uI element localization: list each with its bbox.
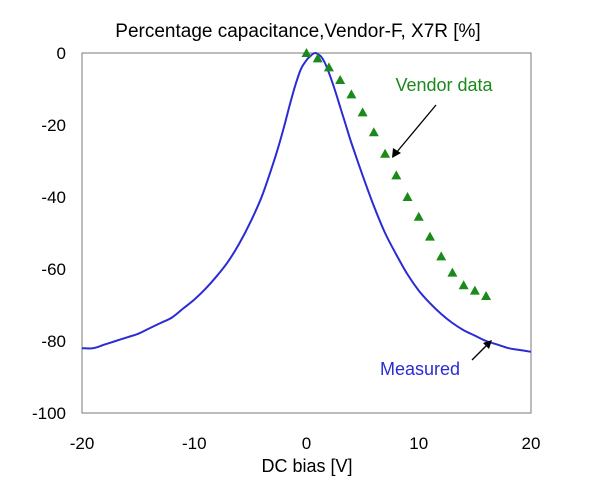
vendor-arrowhead (392, 148, 401, 158)
x-axis-ticks: -20 -10 0 10 20 (70, 434, 541, 453)
y-tick-label: -40 (41, 188, 66, 207)
vendor-series-markers (301, 48, 492, 300)
vendor-data-point (368, 127, 379, 137)
measured-series-line (81, 51, 532, 353)
vendor-data-point (481, 291, 492, 300)
y-tick-label: -100 (32, 404, 66, 423)
vendor-data-point (380, 148, 391, 158)
vendor-data-point (312, 53, 323, 63)
vendor-data-point (436, 251, 447, 261)
y-tick-label: -80 (41, 332, 66, 351)
vendor-data-point (357, 107, 368, 117)
x-tick-label: 20 (522, 434, 541, 453)
vendor-data-point (323, 62, 334, 72)
vendor-data-arrow (395, 104, 437, 154)
x-tick-label: -20 (70, 434, 95, 453)
y-tick-label: -60 (41, 260, 66, 279)
vendor-data-point (424, 231, 435, 241)
x-tick-label: 0 (302, 434, 311, 453)
y-tick-label: 0 (57, 44, 66, 63)
x-tick-label: -10 (182, 434, 207, 453)
vendor-data-annotation: Vendor data (395, 75, 493, 95)
measured-arrowhead (483, 340, 492, 349)
vendor-data-point (458, 280, 469, 290)
vendor-data-point (447, 267, 458, 277)
vendor-data-point (469, 285, 480, 295)
chart-title: Percentage capacitance,Vendor-F, X7R [%] (115, 21, 480, 42)
y-axis-ticks: 0 -20 -40 -60 -80 -100 (32, 44, 66, 423)
y-tick-label: -20 (41, 116, 66, 135)
x-axis-label: DC bias [V] (261, 456, 352, 476)
vendor-data-point (413, 211, 424, 221)
vendor-data-point (346, 89, 357, 99)
vendor-data-point (301, 48, 312, 57)
x-tick-label: 10 (409, 434, 428, 453)
vendor-data-point (402, 192, 413, 201)
vendor-data-point (391, 170, 402, 180)
plot-area (81, 52, 532, 414)
measured-annotation: Measured (380, 359, 460, 379)
vendor-data-point (335, 75, 346, 84)
measured-arrow (471, 343, 489, 361)
